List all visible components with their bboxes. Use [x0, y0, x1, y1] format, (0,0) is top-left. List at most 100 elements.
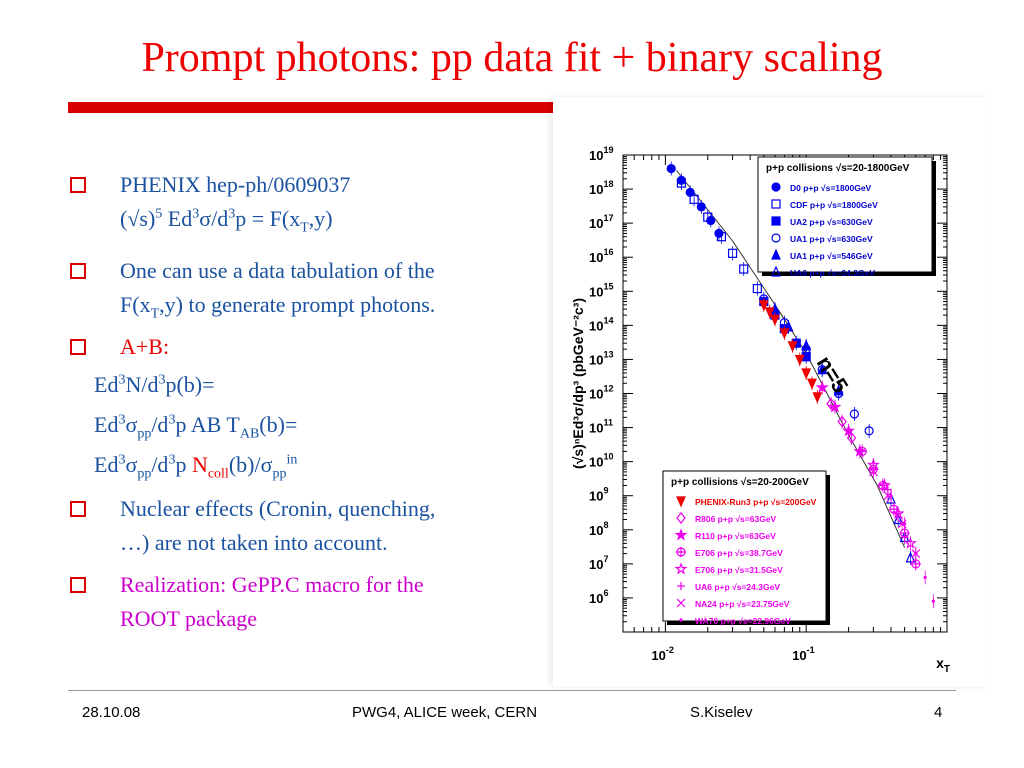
data-point — [764, 307, 775, 319]
y-tick-label: 107 — [589, 554, 608, 572]
data-point — [892, 509, 901, 518]
data-point — [923, 575, 927, 580]
data-point — [817, 363, 828, 375]
data-point — [696, 202, 706, 212]
legend-lowenergy-entry: PHENIX-Run3 p+p √s=200GeV — [695, 497, 817, 507]
legend-lowenergy-entry: WA70 p+p √s=22.96GeV — [695, 616, 791, 626]
data-point — [828, 400, 842, 413]
formula-3: Ed3σpp/d3p Ncoll(b)/σppin — [94, 452, 298, 482]
data-point — [703, 212, 713, 222]
data-point — [676, 178, 687, 188]
legend-collider-marker — [771, 216, 781, 226]
annotation-label: n=5 — [812, 351, 854, 397]
data-point — [837, 415, 847, 428]
data-point — [706, 215, 716, 226]
data-point — [689, 194, 699, 204]
legend-collider-marker — [771, 233, 781, 243]
data-point — [758, 300, 769, 312]
legend-lowenergy-entry: E706 p+p √s=31.5GeV — [695, 565, 783, 575]
xt-scaling-chart: 10-2 10-1 106 107 108 109 1010 1011 1012 1013 1014… — [570, 145, 950, 675]
y-axis-label: (√s)ⁿEd³σ/dp³ (pbGeV⁻²c³) — [570, 298, 586, 469]
bullet-1-line-2: (√s)5 Ed3σ/d3p = F(xT,y) — [120, 206, 333, 236]
bullet-3-label: A+B: — [120, 334, 170, 359]
data-point — [739, 264, 749, 274]
legend-lowenergy-marker — [676, 547, 686, 557]
y-tick-label: 1015 — [589, 281, 613, 299]
data-point — [886, 492, 896, 504]
legend-lowenergy-marker — [676, 496, 686, 508]
data-point — [883, 491, 893, 501]
legend-lowenergy-marker — [674, 528, 688, 541]
footer-event: PWG4, ALICE week, CERN — [352, 704, 538, 721]
formula-1: Ed3N/d3p(b)= — [94, 372, 215, 397]
data-point — [904, 536, 917, 549]
data-point — [666, 163, 676, 174]
data-point — [914, 552, 918, 556]
slide-title: Prompt photons: pp data fit + binary sca… — [141, 35, 883, 81]
data-point — [807, 378, 817, 390]
data-point — [716, 232, 727, 242]
legend-lowenergy-marker — [677, 582, 685, 590]
data-point — [842, 424, 856, 437]
data-point — [900, 533, 909, 542]
data-point — [893, 513, 904, 525]
legend-collider-marker — [771, 248, 781, 260]
y-tick-label: 1017 — [589, 213, 613, 231]
data-point — [770, 314, 780, 326]
legend-lowenergy-title: p+p collisions √s=20-200GeV — [671, 477, 809, 488]
y-tick-label: 1013 — [589, 349, 613, 367]
y-tick-label: 1016 — [589, 247, 613, 265]
bullet-4-line-1: Nuclear effects (Cronin, quenching, — [120, 496, 436, 521]
data-point — [903, 522, 907, 526]
legend-lowenergy-marker — [676, 512, 686, 524]
formula-2: Ed3σpp/d3p AB TAB(b)= — [94, 412, 298, 442]
data-point — [868, 467, 878, 477]
y-tick-label: 1014 — [589, 315, 613, 333]
bullet-box-icon — [70, 263, 86, 279]
legend-collider-entry: UA1 p+p √s=546GeV — [790, 251, 873, 261]
data-point — [801, 368, 812, 380]
data-point — [727, 248, 738, 258]
legend-lowenergy-marker — [674, 562, 688, 575]
title-underline — [68, 102, 554, 113]
data-point — [931, 599, 935, 603]
legend-collider-entry: D0 p+p √s=1800GeV — [790, 183, 872, 193]
legend-lowenergy-marker — [679, 618, 683, 622]
data-point — [752, 283, 762, 294]
legend-collider-marker — [771, 199, 781, 209]
y-tick-label: 1012 — [589, 384, 613, 402]
data-point — [787, 341, 798, 353]
x-tick-label: 10-1 — [792, 645, 814, 663]
legend-lowenergy-entry: E706 p+p √s=38.7GeV — [695, 548, 783, 558]
legend-collider-marker — [771, 265, 781, 277]
data-point — [779, 328, 790, 340]
bullet-4-line-2: …) are not taken into account. — [120, 530, 388, 555]
y-tick-label: 106 — [589, 588, 608, 606]
legend-lowenergy-entry: NA24 p+p √s=23.75GeV — [695, 599, 790, 609]
data-point — [849, 409, 860, 419]
data-point — [833, 384, 844, 396]
bullet-box-icon — [70, 577, 86, 593]
legend-lowenergy-box — [662, 470, 827, 622]
bullet-5-line-1: Realization: GePP.C macro for the — [120, 572, 424, 597]
bullet-box-icon — [70, 501, 86, 517]
data-point — [815, 380, 829, 393]
bullet-box-icon — [70, 339, 86, 355]
y-tick-label: 109 — [589, 486, 608, 504]
footer-rule — [68, 690, 956, 691]
legend-collider-marker — [771, 182, 781, 192]
y-tick-label: 1019 — [589, 145, 613, 163]
y-tick-label: 108 — [589, 520, 608, 538]
data-point — [794, 354, 805, 366]
x-tick-label: 10-2 — [651, 645, 673, 663]
x-axis-label: xT — [936, 655, 950, 675]
bullet-5-line-2: ROOT package — [120, 606, 258, 631]
legend-lowenergy-entry: UA6 p+p √s=24.3GeV — [695, 582, 780, 592]
footer-date: 28.10.08 — [82, 704, 141, 721]
data-point — [826, 397, 836, 410]
legend-collider-entry: CDF p+p √s=1800GeV — [790, 200, 878, 210]
data-point — [864, 426, 874, 436]
legend-lowenergy-entry: R110 p+p √s=63GeV — [695, 531, 776, 541]
legend-collider-entry: UA1 p+p √s=630GeV — [790, 234, 873, 244]
legend-collider-entry: UA6 p+p √s=24.3GeV — [790, 268, 875, 278]
